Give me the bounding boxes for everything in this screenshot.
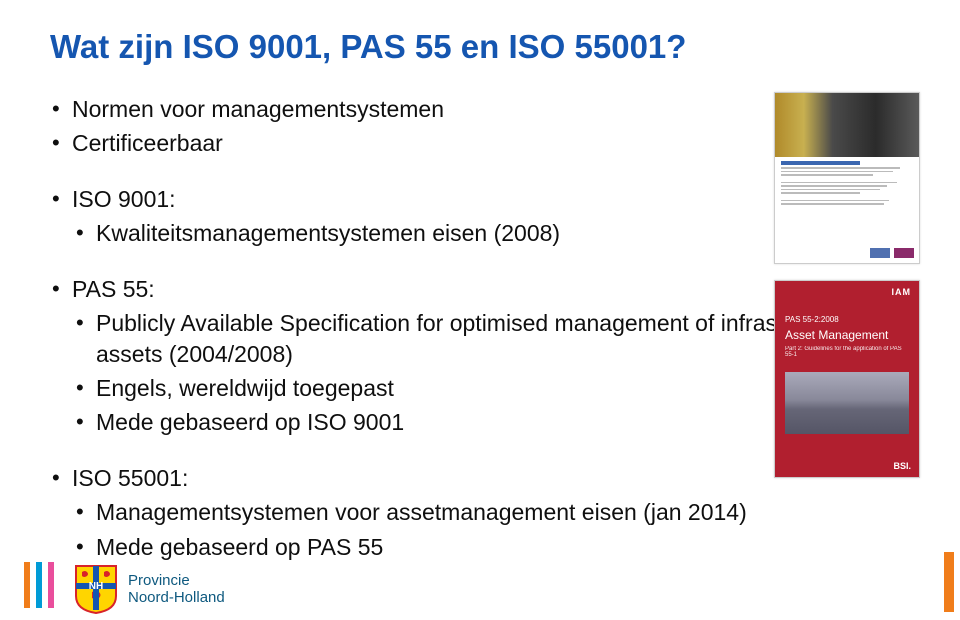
svg-text:NH: NH <box>89 581 103 592</box>
iam-logo-text: IAM <box>892 287 912 297</box>
pas55-code: PAS 55-2:2008 <box>785 315 909 324</box>
pas55-title: Asset Management <box>785 328 909 342</box>
iso9001-cover-thumbnail <box>774 92 920 264</box>
pas55-cover-thumbnail: IAM PAS 55-2:2008 Asset Management Part … <box>774 280 920 478</box>
decorative-stripes <box>24 562 54 608</box>
right-accent-stripe <box>944 552 954 612</box>
stripe-pink <box>48 562 54 608</box>
logo-text: Provincie Noord-Holland <box>128 572 225 607</box>
bullet-iso55001-basis: Mede gebaseerd op PAS 55 <box>50 532 910 563</box>
logo-line1: Provincie <box>128 572 225 589</box>
page-title: Wat zijn ISO 9001, PAS 55 en ISO 55001? <box>50 28 910 66</box>
pas55-subtitle: Part 2: Guidelines for the application o… <box>785 346 909 358</box>
pas55-photo <box>785 372 909 434</box>
shield-icon: NH <box>74 564 118 614</box>
provincie-logo: NH Provincie Noord-Holland <box>74 564 225 614</box>
stripe-orange <box>24 562 30 608</box>
slide: Wat zijn ISO 9001, PAS 55 en ISO 55001? … <box>0 0 960 620</box>
stripe-blue <box>36 562 42 608</box>
cover-photo <box>775 93 919 157</box>
bullet-iso55001-desc: Managementsystemen voor assetmanagement … <box>50 497 910 528</box>
bsi-logo-text: BSI. <box>893 461 911 471</box>
logo-line2: Noord-Holland <box>128 589 225 606</box>
